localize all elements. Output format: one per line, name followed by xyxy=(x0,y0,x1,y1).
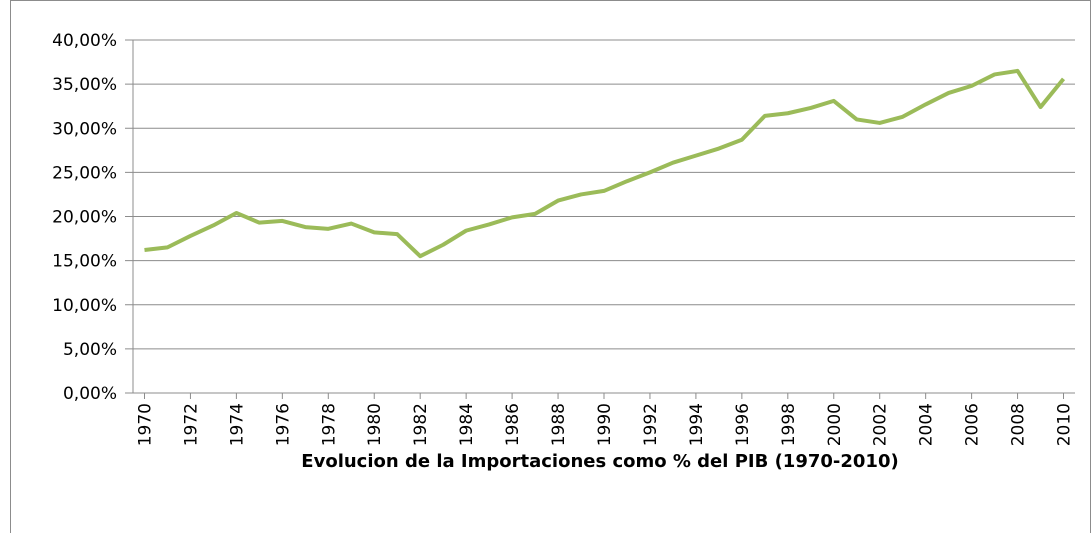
y-tick-label: 40,00% xyxy=(52,31,117,51)
data-line xyxy=(144,68,1066,259)
x-axis-title: Evolucion de la Importaciones como % del… xyxy=(301,451,898,472)
x-tick-label: 1974 xyxy=(227,403,247,446)
x-tick-label: 1994 xyxy=(687,403,707,446)
x-tick-label: 2000 xyxy=(825,403,845,446)
x-tick-label: 1970 xyxy=(135,403,155,446)
x-tick-label: 2006 xyxy=(963,403,983,446)
x-tick-label: 1976 xyxy=(273,403,293,446)
x-tick-label: 1990 xyxy=(595,403,615,446)
x-tick-label: 1986 xyxy=(503,403,523,446)
y-tick-label: 15,00% xyxy=(52,252,117,272)
y-tick-label: 30,00% xyxy=(52,119,117,139)
chart-frame xyxy=(10,0,1091,537)
x-tick-label: 1982 xyxy=(411,403,431,446)
x-tick-label: 2004 xyxy=(917,403,937,446)
y-tick-label: 35,00% xyxy=(52,75,117,95)
y-tick-label: 0,00% xyxy=(63,384,117,404)
x-tick-label: 1992 xyxy=(641,403,661,446)
x-tick-label: 1996 xyxy=(733,403,753,446)
x-tick-label: 1988 xyxy=(549,403,569,446)
x-tick-label: 1978 xyxy=(319,403,339,446)
y-tick-label: 20,00% xyxy=(52,208,117,228)
x-tick-label: 1984 xyxy=(457,403,477,446)
x-tick-label: 2008 xyxy=(1009,403,1029,446)
y-tick-label: 25,00% xyxy=(52,163,117,183)
y-tick-label: 10,00% xyxy=(52,296,117,316)
y-tick-label: 5,00% xyxy=(63,340,117,360)
x-tick-label: 2002 xyxy=(871,403,891,446)
x-tick-label: 1972 xyxy=(181,403,201,446)
x-tick-label: 1980 xyxy=(365,403,385,446)
x-tick-label: 1998 xyxy=(779,403,799,446)
x-tick-label: 2010 xyxy=(1055,403,1075,446)
